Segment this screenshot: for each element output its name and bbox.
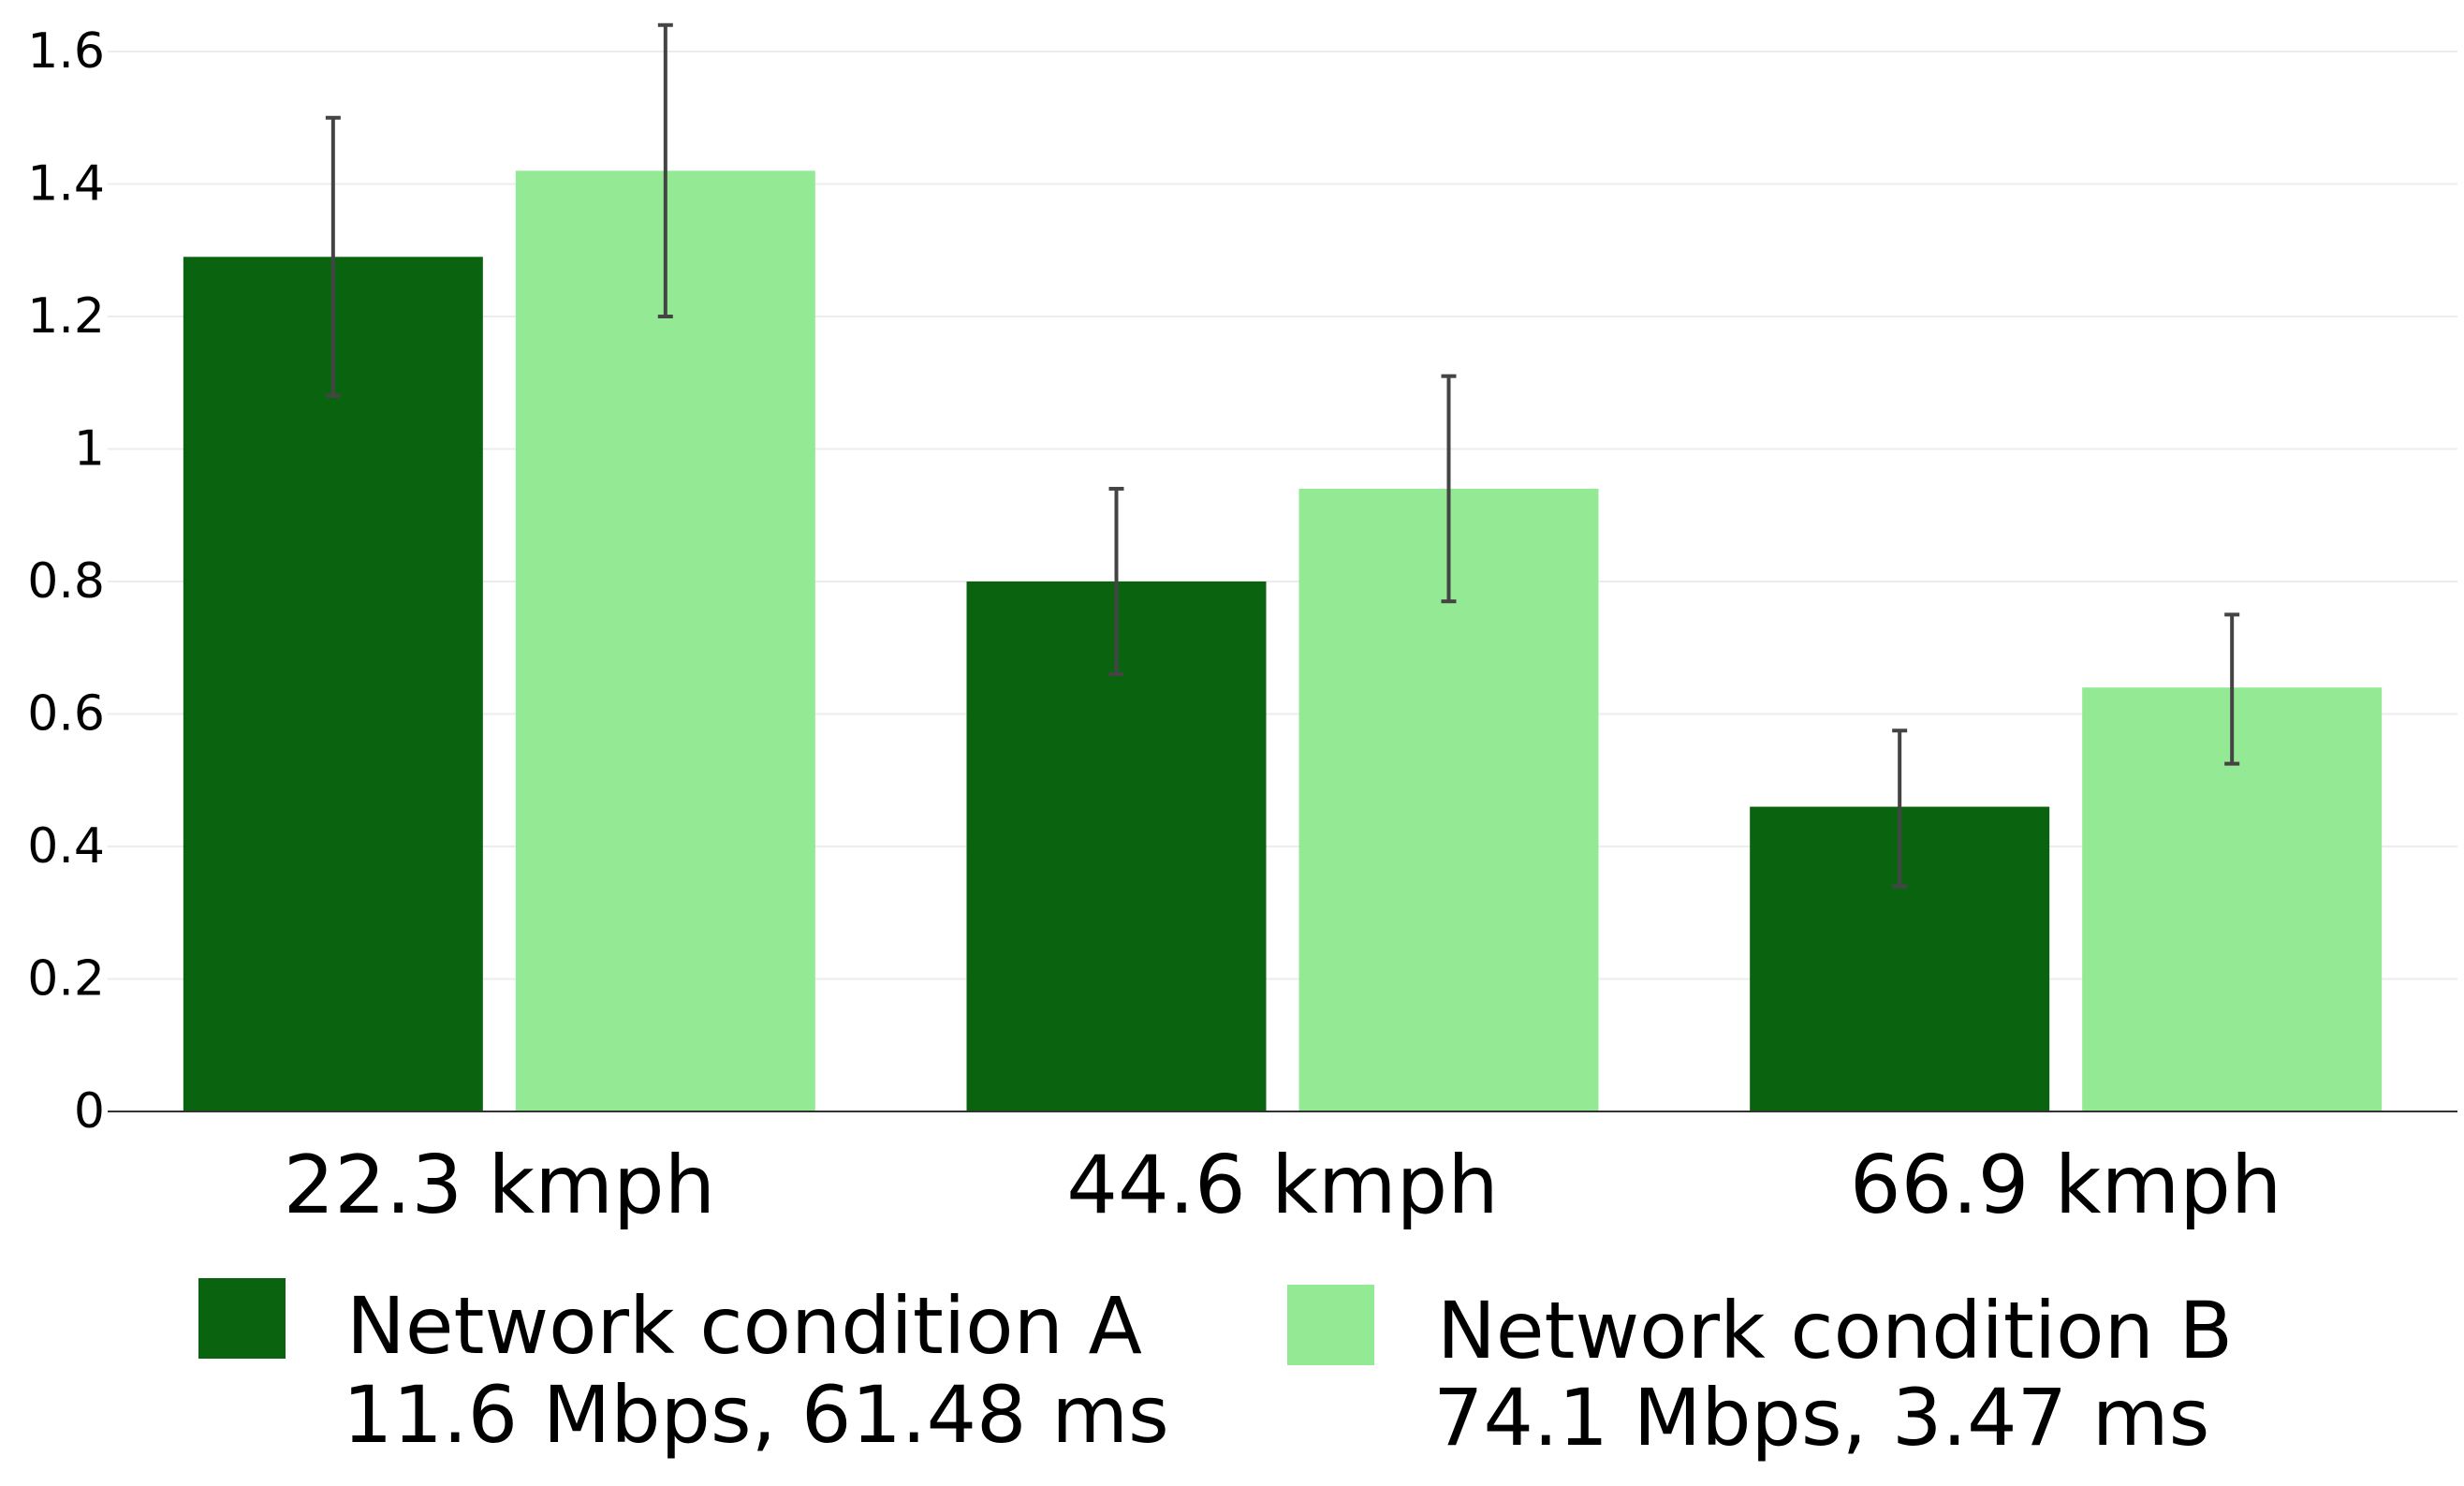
bars-layer — [183, 170, 2383, 1112]
y-tick-label: 0.8 — [27, 553, 105, 610]
legend-series-detail: 11.6 Mbps, 61.48 ms — [343, 1369, 1169, 1461]
y-tick-label: 0.4 — [27, 818, 105, 875]
bar — [183, 257, 483, 1111]
axis-layer: 0 0.2 0.4 0.6 0.8 1 1.2 1.4 1.6 22.3 kmph 44.6 kmp… — [27, 23, 2457, 1232]
legend-swatch — [1287, 1285, 1374, 1365]
legend-series-name: Network condition A — [346, 1280, 1142, 1372]
category-label: 22.3 kmph — [284, 1139, 716, 1232]
y-tick-label: 1 — [74, 421, 105, 478]
y-tick-label: 0.6 — [27, 686, 105, 743]
legend-series-name: Network condition B — [1437, 1285, 2233, 1376]
category-label: 66.9 kmph — [1850, 1139, 2282, 1232]
error-bars-layer — [325, 22, 2240, 889]
legend-swatch — [198, 1278, 286, 1359]
legend-series-detail: 74.1 Mbps, 3.47 ms — [1433, 1372, 2209, 1464]
y-tick-label: 0 — [74, 1083, 105, 1140]
category-label: 44.6 kmph — [1066, 1139, 1499, 1232]
y-tick-label: 1.6 — [27, 23, 105, 80]
y-tick-label: 1.4 — [27, 156, 105, 213]
grid-layer — [108, 51, 2457, 980]
legend: Network condition A11.6 Mbps, 61.48 ms Ne… — [198, 1278, 2233, 1464]
y-tick-label: 0.2 — [27, 951, 105, 1008]
y-tick-label: 1.2 — [27, 288, 105, 345]
bar — [515, 170, 815, 1112]
